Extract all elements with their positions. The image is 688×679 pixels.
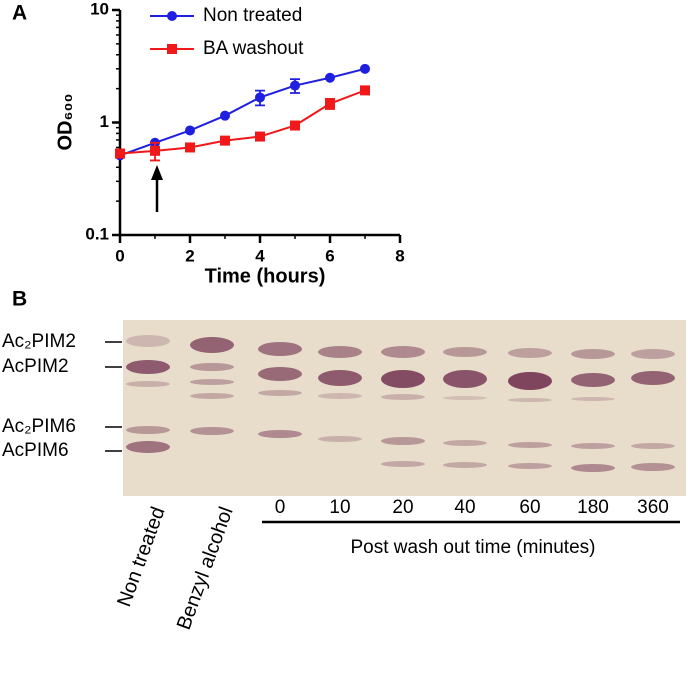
series-line	[119, 67, 366, 157]
time-label: 360	[637, 497, 669, 518]
x-tick-label: 4	[255, 246, 265, 265]
band	[258, 342, 302, 356]
y-tick-label: 0.1	[85, 224, 109, 243]
arrow-head	[151, 165, 163, 180]
band	[631, 349, 675, 359]
band	[258, 390, 302, 396]
time-axis-label: Post wash out time (minutes)	[351, 537, 596, 558]
marker	[325, 72, 335, 83]
band	[190, 379, 234, 385]
marker	[360, 63, 370, 74]
band	[571, 397, 615, 401]
band	[508, 442, 552, 448]
band-label: AcPIM2	[2, 356, 69, 377]
time-label: 10	[329, 497, 350, 518]
marker	[290, 80, 300, 91]
marker	[167, 11, 177, 21]
lane-label: Non treated	[113, 504, 169, 610]
marker	[167, 44, 177, 54]
marker	[150, 145, 160, 156]
marker	[255, 131, 265, 142]
legend-label: BA washout	[203, 38, 304, 59]
band	[443, 347, 487, 357]
band	[126, 360, 170, 374]
band	[443, 440, 487, 446]
x-tick-label: 0	[115, 246, 124, 265]
band	[126, 335, 170, 347]
band	[190, 337, 234, 353]
band	[508, 398, 552, 402]
band	[318, 370, 362, 386]
band	[631, 463, 675, 471]
band	[126, 426, 170, 434]
band	[508, 463, 552, 469]
band	[381, 461, 425, 467]
series-line	[119, 89, 366, 155]
band	[381, 346, 425, 358]
marker	[185, 142, 195, 153]
y-tick-label: 1	[100, 112, 109, 131]
marker	[255, 92, 265, 103]
band	[190, 393, 234, 399]
marker	[325, 98, 335, 109]
legend-label: Non treated	[203, 5, 302, 26]
band	[258, 367, 302, 381]
band	[381, 370, 425, 388]
band	[258, 430, 302, 438]
time-label: 0	[275, 497, 286, 518]
y-tick-label: 10	[90, 0, 109, 18]
marker	[185, 125, 195, 136]
time-label: 20	[392, 497, 413, 518]
marker	[360, 85, 370, 96]
time-label: 180	[577, 497, 609, 518]
band	[571, 349, 615, 359]
marker	[115, 148, 125, 159]
band	[571, 443, 615, 449]
band	[318, 436, 362, 442]
time-label: 40	[454, 497, 475, 518]
band	[571, 373, 615, 387]
band	[443, 396, 487, 400]
band	[318, 393, 362, 399]
x-tick-label: 8	[395, 246, 404, 265]
band	[631, 443, 675, 449]
band	[443, 462, 487, 468]
time-label: 60	[519, 497, 540, 518]
bands	[126, 335, 675, 472]
band	[508, 348, 552, 358]
band	[190, 363, 234, 371]
marker	[220, 135, 230, 146]
band	[571, 464, 615, 472]
band	[318, 346, 362, 358]
panel-label: B	[12, 288, 27, 311]
x-axis-label: Time (hours)	[205, 265, 326, 287]
band	[381, 394, 425, 400]
band	[381, 437, 425, 445]
band-label: Ac₂PIM6	[2, 416, 76, 437]
band	[443, 370, 487, 388]
lane-label: Benzyl alcohol	[173, 504, 238, 633]
marker	[220, 110, 230, 121]
band	[190, 427, 234, 435]
band	[631, 371, 675, 385]
x-tick-label: 2	[185, 246, 194, 265]
marker	[290, 120, 300, 131]
panel-label: A	[12, 2, 27, 25]
band	[508, 372, 552, 390]
band	[126, 381, 170, 387]
x-tick-label: 6	[325, 246, 334, 265]
band	[126, 441, 170, 453]
band-label: AcPIM6	[2, 440, 69, 461]
y-axis-label: OD₆₀₀	[54, 93, 76, 150]
band-label: Ac₂PIM2	[2, 331, 76, 352]
